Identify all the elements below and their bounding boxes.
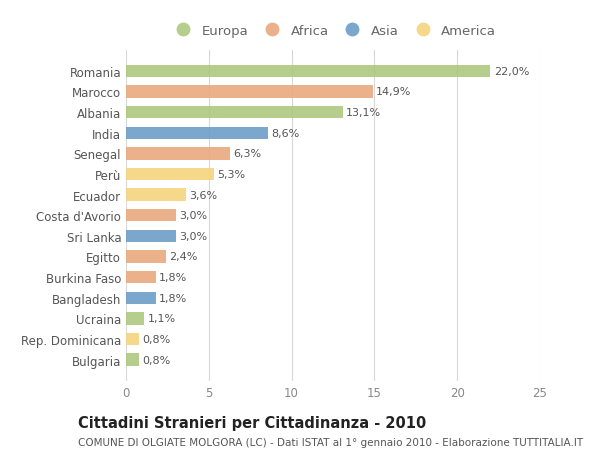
Bar <box>126 66 490 78</box>
Text: 13,1%: 13,1% <box>346 108 382 118</box>
Bar <box>126 189 185 202</box>
Text: 1,8%: 1,8% <box>159 293 187 303</box>
Bar <box>126 313 144 325</box>
Text: 3,6%: 3,6% <box>189 190 217 200</box>
Text: 8,6%: 8,6% <box>272 129 300 139</box>
Bar <box>126 230 176 242</box>
Bar <box>126 333 139 345</box>
Bar <box>126 148 230 160</box>
Text: 2,4%: 2,4% <box>169 252 197 262</box>
Text: 3,0%: 3,0% <box>179 231 207 241</box>
Bar <box>126 353 139 366</box>
Text: 22,0%: 22,0% <box>494 67 529 77</box>
Bar <box>126 168 214 181</box>
Text: 14,9%: 14,9% <box>376 87 412 97</box>
Bar <box>126 86 373 98</box>
Bar <box>126 271 156 284</box>
Bar <box>126 251 166 263</box>
Bar <box>126 210 176 222</box>
Text: 3,0%: 3,0% <box>179 211 207 221</box>
Bar <box>126 106 343 119</box>
Text: 5,3%: 5,3% <box>217 169 245 179</box>
Text: 0,8%: 0,8% <box>143 334 171 344</box>
Bar <box>126 292 156 304</box>
Legend: Europa, Africa, Asia, America: Europa, Africa, Asia, America <box>166 21 500 42</box>
Text: 1,1%: 1,1% <box>148 313 176 324</box>
Bar <box>126 127 268 140</box>
Text: 1,8%: 1,8% <box>159 273 187 282</box>
Text: 0,8%: 0,8% <box>143 355 171 365</box>
Text: COMUNE DI OLGIATE MOLGORA (LC) - Dati ISTAT al 1° gennaio 2010 - Elaborazione TU: COMUNE DI OLGIATE MOLGORA (LC) - Dati IS… <box>78 437 583 447</box>
Text: Cittadini Stranieri per Cittadinanza - 2010: Cittadini Stranieri per Cittadinanza - 2… <box>78 415 426 431</box>
Text: 6,3%: 6,3% <box>233 149 262 159</box>
